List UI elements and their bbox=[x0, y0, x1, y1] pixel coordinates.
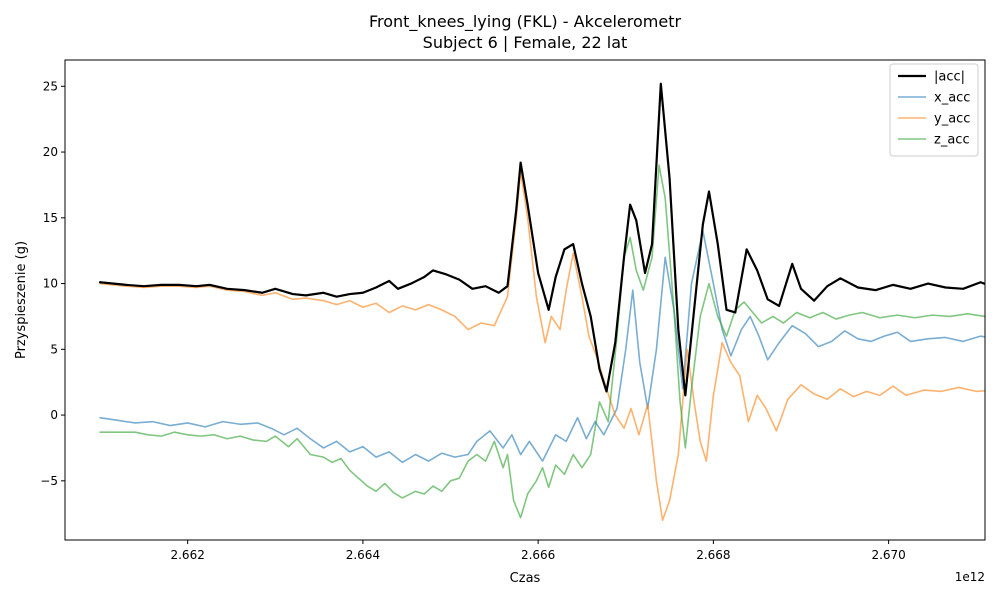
y-tick-label: 0 bbox=[50, 408, 58, 422]
y-tick-label: 25 bbox=[43, 79, 58, 93]
x-axis-offset-label: 1e12 bbox=[955, 570, 985, 584]
legend-label: y_acc bbox=[934, 112, 970, 127]
y-tick-label: 10 bbox=[43, 277, 58, 291]
y-tick-label: 15 bbox=[43, 211, 58, 225]
legend-label: x_acc bbox=[934, 91, 970, 106]
y-tick-label: −5 bbox=[40, 474, 58, 488]
legend-label: z_acc bbox=[934, 133, 970, 148]
series-layer bbox=[98, 82, 985, 522]
x-tick-label: 2.670 bbox=[871, 548, 905, 562]
chart-subtitle: Subject 6 | Female, 22 lat bbox=[423, 33, 628, 52]
chart-title: Front_knees_lying (FKL) - Akcelerometr bbox=[369, 12, 682, 32]
x-tick-label: 2.666 bbox=[521, 548, 555, 562]
x-tick-label: 2.664 bbox=[346, 548, 380, 562]
legend: |acc| x_acc y_acc z_acc bbox=[889, 63, 979, 157]
series-line-acc bbox=[98, 82, 985, 397]
legend-label: |acc| bbox=[934, 70, 965, 85]
x-tick-label: 2.668 bbox=[696, 548, 730, 562]
y-tick-label: 20 bbox=[43, 145, 58, 159]
series-line-y_acc bbox=[99, 170, 985, 522]
series-line-z_acc bbox=[99, 164, 985, 519]
plot-frame bbox=[64, 59, 986, 541]
y-axis-label: Przyspieszenie (g) bbox=[14, 241, 29, 359]
x-tick-label: 2.662 bbox=[170, 548, 204, 562]
series-line-x_acc bbox=[99, 230, 985, 464]
axes: 2.662 2.664 2.666 2.668 2.670 −5 0 5 10 15 20 25 bbox=[40, 79, 906, 562]
legend-box bbox=[889, 63, 979, 157]
y-tick-label: 5 bbox=[50, 342, 58, 356]
x-axis-label: Czas bbox=[510, 571, 541, 586]
